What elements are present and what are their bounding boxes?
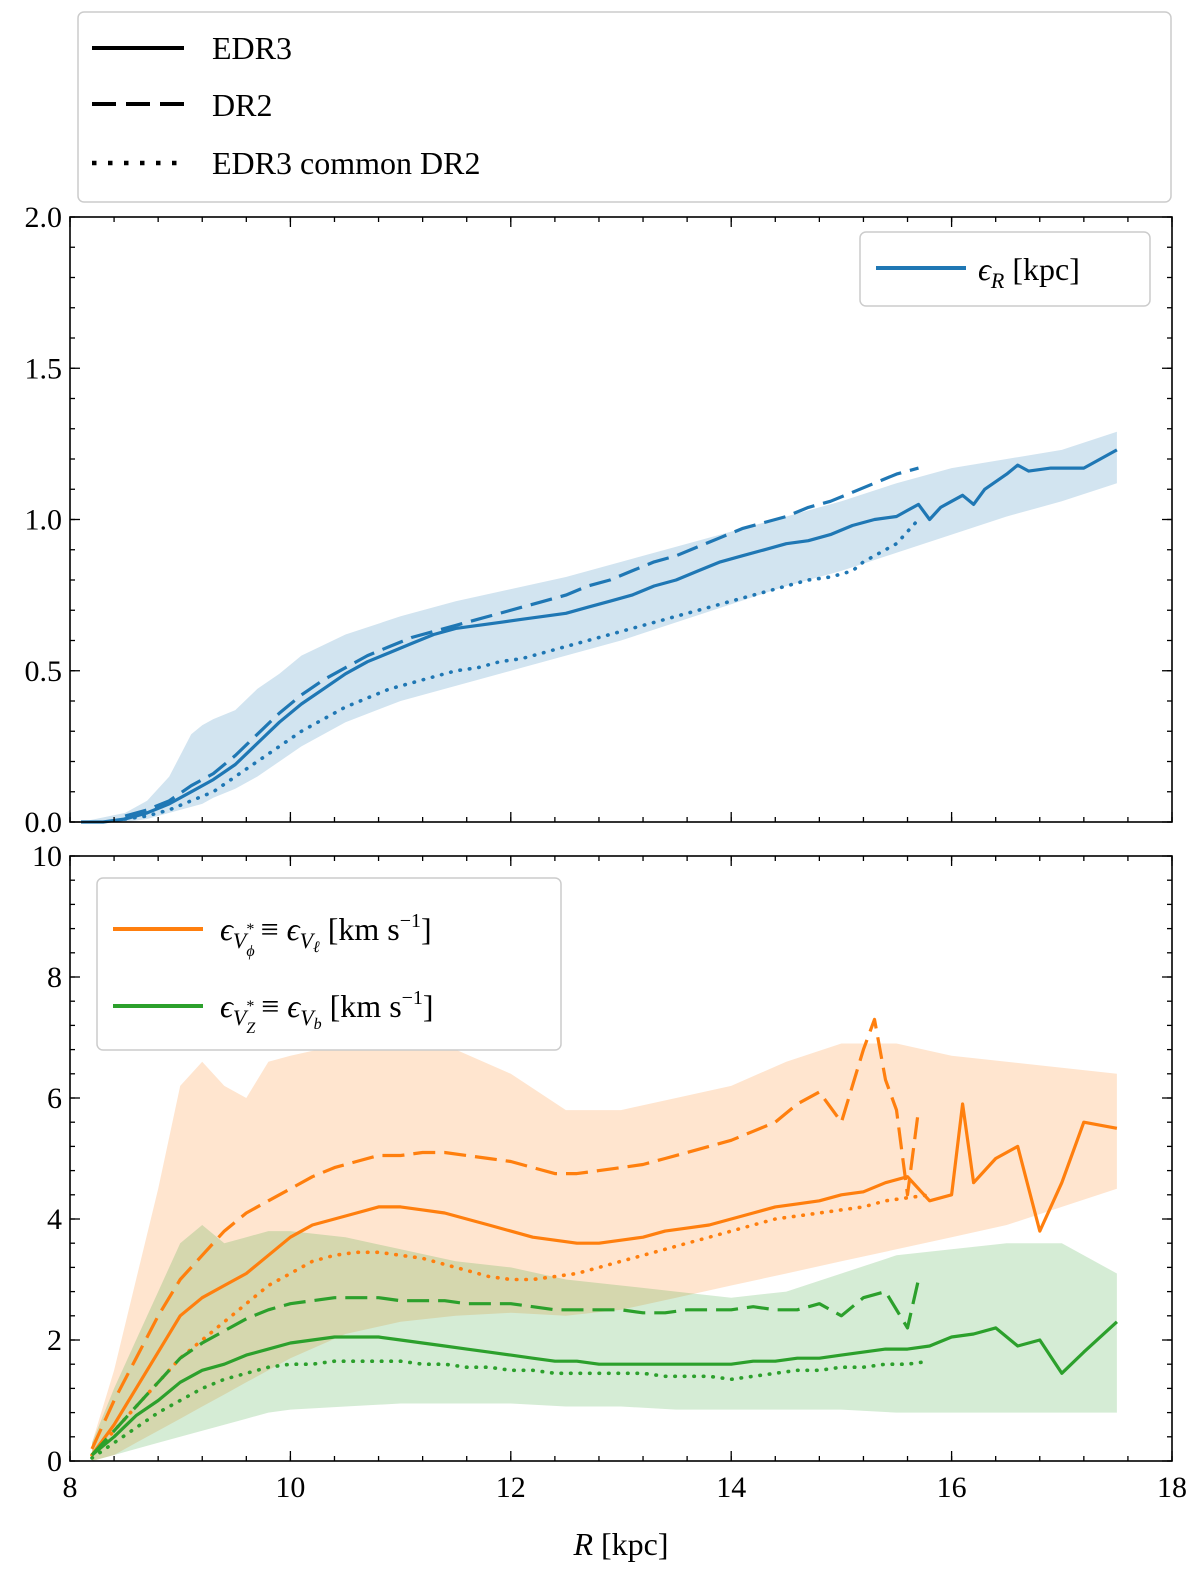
- legend-label-edr3: EDR3: [212, 30, 292, 66]
- top-band-blue: [81, 431, 1117, 822]
- bottom-line-orange-dashed: [90, 1017, 921, 1450]
- line-style-legend: EDR3 DR2 EDR3 common DR2: [77, 11, 1172, 203]
- x-tick-label: 8: [63, 1471, 78, 1504]
- bottom-legend: ϵV* ϕ≡ ϵVℓ [km s−1] ϵV* Z≡ ϵVb [km s−1]: [96, 877, 562, 1051]
- unit-kpc: [kpc]: [1004, 251, 1080, 287]
- y-tick-label: 2.0: [25, 201, 63, 234]
- x-tick-label: 16: [937, 1471, 967, 1504]
- y-tick-label: 1.5: [25, 352, 63, 385]
- legend-label-edr3-common-dr2: EDR3 common DR2: [212, 145, 480, 181]
- bottom-band-green: [92, 1225, 1117, 1461]
- top-line-blue-dotted: [123, 517, 921, 821]
- y-tick-label: 1.0: [25, 504, 63, 537]
- top-panel: 0.0 0.5 1.0 1.5 2.0 ϵR [kpc]: [25, 201, 1173, 839]
- y-tick-label: 6: [47, 1082, 62, 1115]
- top-line-blue-solid: [81, 448, 1118, 824]
- bottom-line-green-solid: [90, 1320, 1118, 1457]
- subscript-r: R: [990, 268, 1005, 293]
- bottom-bands: [92, 1037, 1117, 1461]
- top-legend: ϵR [kpc]: [859, 231, 1151, 307]
- x-tick-label: 12: [496, 1471, 526, 1504]
- top-bands: [81, 431, 1117, 822]
- style-legend-box: [77, 11, 1172, 203]
- bottom-lines: [90, 1017, 1118, 1460]
- bottom-legend-box: [96, 877, 562, 1051]
- top-line-blue-dashed: [124, 466, 919, 818]
- bottom-line-green-dotted: [90, 1359, 932, 1460]
- x-tick-label: 18: [1157, 1471, 1187, 1504]
- legend-label-vz: ϵV* Z≡ ϵVb [km s−1]: [220, 987, 434, 1037]
- top-legend-label: ϵR [kpc]: [978, 251, 1080, 293]
- y-tick-label: 0: [47, 1445, 62, 1478]
- bottom-ticks: 8 10 12 14 16 18 0 2 4 6 8 10: [32, 840, 1187, 1504]
- x-tick-label: 14: [716, 1471, 746, 1504]
- top-ticks: 0.0 0.5 1.0 1.5 2.0: [25, 201, 1173, 839]
- y-tick-label: 8: [47, 961, 62, 994]
- top-legend-box: [859, 231, 1151, 307]
- legend-label-dr2: DR2: [212, 87, 272, 123]
- bottom-line-green-dashed: [90, 1279, 921, 1457]
- y-tick-label: 10: [32, 840, 62, 873]
- legend-label-vphi: ϵV* ϕ≡ ϵVℓ [km s−1]: [220, 910, 432, 960]
- bottom-axes-frame: [69, 855, 1173, 1462]
- y-tick-label: 0.0: [25, 806, 63, 839]
- y-tick-label: 2: [47, 1324, 62, 1357]
- epsilon-symbol: ϵ: [978, 251, 992, 287]
- bottom-band-orange: [92, 1037, 1117, 1461]
- x-axis-label: R [kpc]: [572, 1526, 668, 1562]
- bottom-panel: 8 10 12 14 16 18 0 2 4 6 8 10 ϵV* ϕ≡ ϵVℓ [km s−1] ϵV*…: [32, 840, 1187, 1562]
- top-lines: [81, 448, 1118, 824]
- y-tick-label: 4: [47, 1203, 62, 1236]
- bottom-line-orange-solid: [90, 1102, 1118, 1456]
- x-tick-label: 10: [275, 1471, 305, 1504]
- y-tick-label: 0.5: [25, 655, 63, 688]
